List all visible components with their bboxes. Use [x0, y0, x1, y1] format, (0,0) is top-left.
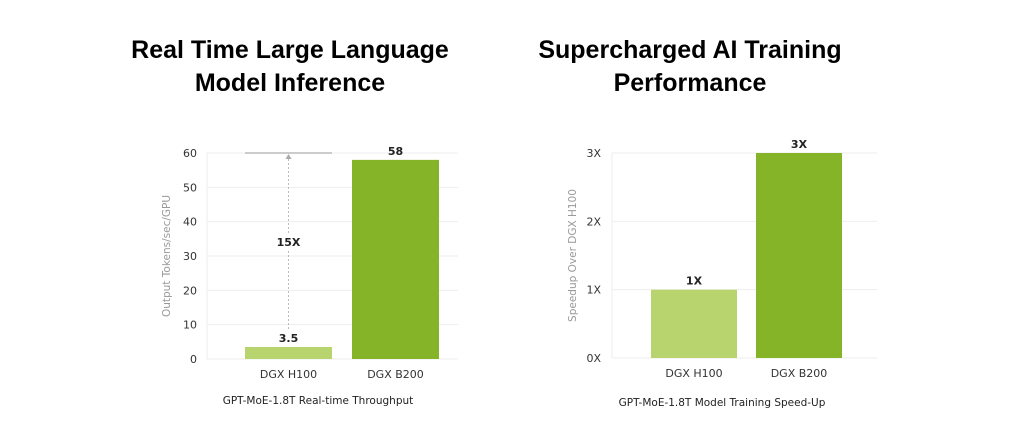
chart-1-y-axis-label: Output Tokens/sec/GPU	[161, 195, 173, 317]
chart-2-x-axis-label: GPT-MoE-1.8T Model Training Speed-Up	[619, 397, 826, 409]
chart-1-ytick-label: 20	[183, 284, 197, 297]
chart-1-ytick-label: 40	[183, 216, 197, 229]
chart-1-title-line-1: Real Time Large Language	[131, 36, 449, 64]
chart-1-x-tick-label: DGX H100	[260, 368, 317, 381]
chart-1-bar-dgx-h100	[245, 346, 332, 359]
chart-2-data-label: 1X	[686, 275, 703, 288]
chart-1-annotation-bg	[276, 234, 301, 250]
chart-1-ytick-label: 30	[183, 250, 197, 263]
chart-2-ytick-label: 2X	[586, 215, 601, 228]
chart-1-x-tick-label: DGX B200	[367, 368, 424, 381]
chart-1-x-axis-label: GPT-MoE-1.8T Real-time Throughput	[223, 395, 414, 407]
chart-1-ytick-label: 50	[183, 181, 197, 194]
chart-1-ytick-label: 60	[183, 147, 197, 160]
chart-1-title-line-2: Model Inference	[194, 69, 386, 97]
chart-2-data-label: 3X	[791, 138, 808, 151]
chart-1-title: Real Time Large Language Model Inference	[90, 34, 490, 100]
chart-1-data-label: 3.5	[279, 332, 299, 345]
chart-2-title-line-2: Performance	[613, 69, 767, 97]
chart-2-ytick-label: 1X	[586, 284, 601, 297]
chart-1-ytick-label: 0	[190, 353, 197, 366]
chart-2-title: Supercharged AI Training Performance	[490, 34, 890, 100]
chart-2-x-tick-label: DGX H100	[665, 367, 722, 380]
chart-2-ytick-label: 0X	[586, 352, 601, 365]
chart-2-bar-dgx-h100	[651, 289, 737, 358]
chart-2-y-axis-label: Speedup Over DGX H100	[567, 189, 579, 322]
chart-2-bar-dgx-b200	[756, 153, 842, 358]
chart-1-data-label: 58	[388, 145, 403, 158]
chart-2-ytick-label: 3X	[586, 147, 601, 160]
chart-1-arrow-icon	[285, 154, 292, 159]
chart-2-title-line-1: Supercharged AI Training	[538, 36, 842, 64]
chart-1-bar-dgx-b200	[352, 159, 439, 359]
chart-2-x-tick-label: DGX B200	[771, 367, 828, 380]
chart-1-annotation: 15X	[277, 236, 301, 249]
chart-1-ytick-label: 10	[183, 319, 197, 332]
